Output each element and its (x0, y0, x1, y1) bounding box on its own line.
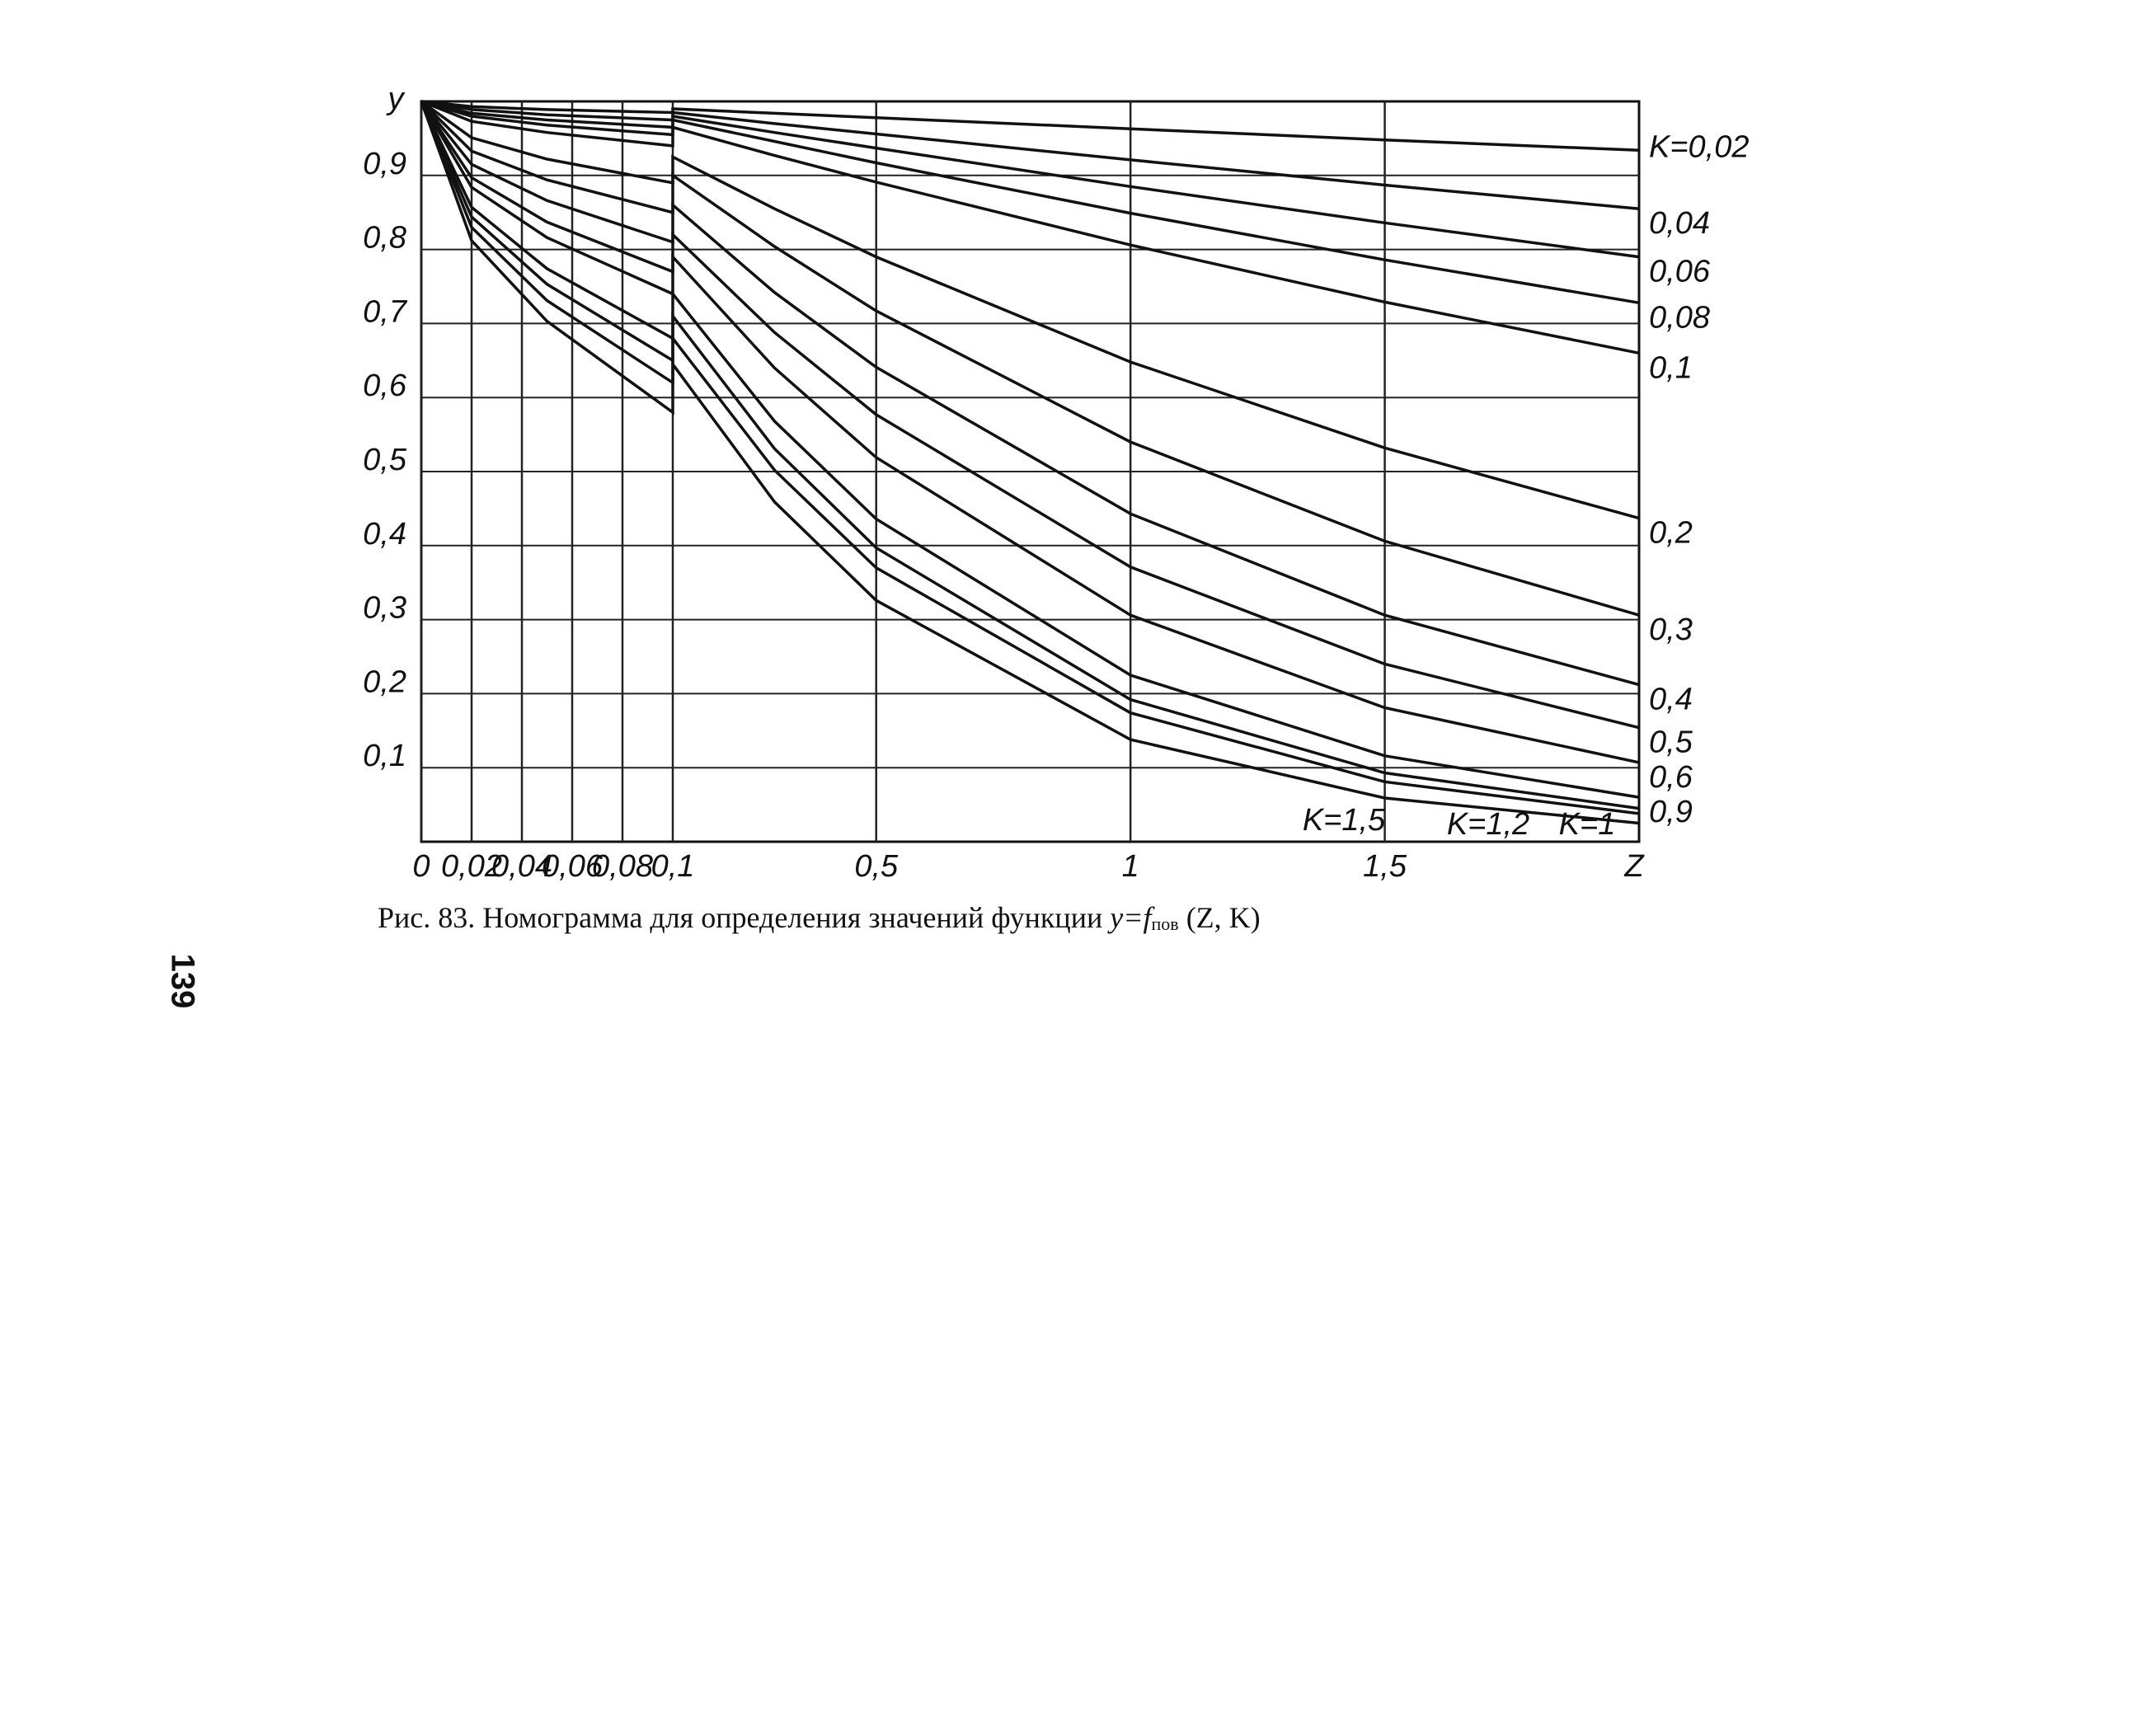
y-tick-label: 0,1 (363, 739, 406, 773)
x-tick-label: 1,5 (1363, 849, 1407, 884)
legend-label: 0,4 (1649, 683, 1693, 717)
y-tick-label: 0,3 (363, 591, 406, 626)
y-tick-label: 0,4 (363, 517, 406, 552)
curve (420, 100, 1640, 617)
curve (420, 101, 1640, 815)
legend-label: 0,9 (1649, 795, 1693, 829)
y-tick-label: 0,8 (363, 221, 406, 256)
legend-label: 0,2 (1649, 516, 1693, 551)
legend-label: K=1,5 (1303, 803, 1386, 838)
curve (420, 101, 1640, 764)
caption-arguments: (Z, K) (1186, 901, 1261, 934)
x-tick-label: 0,04 (491, 849, 552, 884)
legend-label: 0,04 (1649, 206, 1710, 241)
x-tick-label: 0,5 (854, 849, 899, 884)
x-tick-label: 0 (412, 849, 430, 884)
x-tick-label: 0,1 (651, 849, 695, 884)
curve (420, 100, 1640, 259)
curve (420, 100, 1640, 687)
curve (420, 101, 1640, 799)
y-tick-label: 0,6 (363, 369, 407, 403)
curve (420, 100, 1640, 520)
x-axis-label: Z (1623, 849, 1645, 884)
caption: Рис. 83. Номограмма для определения знач… (378, 901, 1261, 939)
curve (420, 101, 1640, 825)
curve (420, 100, 1640, 153)
legend-label: 0,06 (1649, 255, 1711, 289)
curve (420, 101, 1640, 730)
legend-label: K=1,2 (1447, 807, 1529, 842)
x-tick-label: 0,06 (542, 849, 604, 884)
x-tick-label: 0,02 (441, 849, 502, 884)
y-tick-label: 0,9 (363, 147, 406, 181)
legend-label: 0,1 (1649, 350, 1693, 385)
y-tick-label: 0,5 (363, 443, 407, 477)
caption-function: y=f (1107, 901, 1155, 934)
curve (420, 100, 1640, 305)
curve (420, 100, 1640, 210)
x-tick-label: 0,08 (592, 849, 653, 884)
legend-label: 0,3 (1649, 613, 1693, 647)
y-axis-label: y (386, 82, 406, 116)
caption-subscript: пов (1152, 913, 1179, 934)
legend-label: 0,5 (1649, 725, 1693, 760)
legend-label: 0,08 (1649, 300, 1710, 335)
legend-label: K=0,02 (1649, 129, 1750, 164)
y-tick-label: 0,2 (363, 664, 406, 699)
page-number: 139 (164, 954, 200, 1009)
x-tick-label: 1 (1122, 849, 1139, 884)
y-tick-label: 0,7 (363, 294, 408, 329)
curve (420, 101, 1640, 810)
legend-label: 0,6 (1649, 760, 1693, 795)
legend-label: K=1 (1559, 807, 1616, 842)
caption-text: Рис. 83. Номограмма для определения знач… (378, 901, 1102, 934)
curve (420, 100, 1640, 355)
